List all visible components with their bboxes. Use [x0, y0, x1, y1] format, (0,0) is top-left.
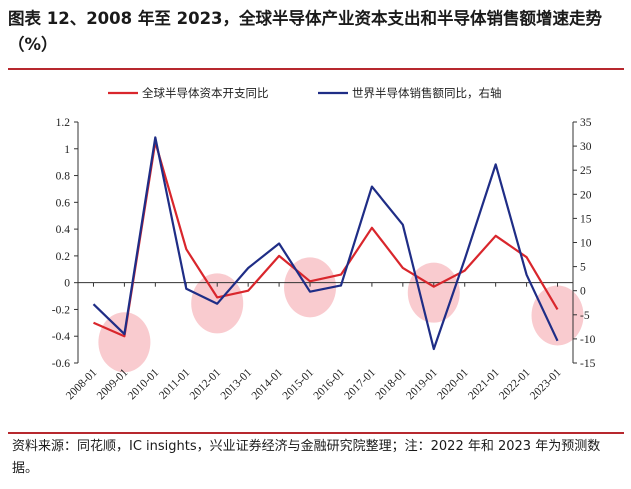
right-tick-label: 25	[580, 165, 592, 177]
x-tick-label: 2011-01	[157, 366, 192, 401]
x-tick-label: 2008-01	[64, 366, 100, 402]
x-tick-label: 2012-01	[188, 366, 224, 402]
source-rule	[8, 432, 624, 434]
left-tick-label: 1.2	[56, 117, 71, 129]
legend-label-sales: 世界半导体销售额同比，右轴	[352, 86, 502, 100]
x-tick-label: 2022-01	[497, 366, 533, 402]
x-tick-label: 2009-01	[95, 366, 131, 402]
left-tick-label: 0	[64, 278, 70, 290]
series-line-capex	[93, 141, 559, 338]
right-tick-label: 30	[580, 141, 592, 153]
left-tick-label: 0.6	[56, 197, 71, 209]
right-tick-label: -5	[580, 310, 590, 322]
left-tick-label: 0.2	[56, 251, 71, 263]
left-tick-label: -0.4	[52, 331, 70, 343]
legend-label-capex: 全球半导体资本开支同比	[142, 86, 269, 100]
x-tick-label: 2020-01	[435, 366, 471, 402]
left-tick-label: 0.8	[56, 171, 71, 183]
series-line-sales	[92, 136, 559, 351]
left-tick-label: -0.2	[52, 304, 70, 316]
x-tick-label: 2017-01	[342, 366, 378, 402]
left-tick-label: 1	[64, 144, 70, 156]
right-tick-label: 35	[580, 117, 592, 129]
right-tick-label: 10	[580, 238, 592, 250]
highlight-circle-2023-01	[531, 285, 584, 346]
right-tick-label: 5	[580, 262, 586, 274]
x-tick-label: 2021-01	[466, 366, 502, 402]
right-tick-label: -15	[580, 358, 596, 370]
x-tick-label: 2016-01	[311, 366, 347, 402]
chart-legend: 全球半导体资本开支同比 世界半导体销售额同比，右轴	[108, 86, 502, 100]
x-tick-label: 2019-01	[404, 366, 440, 402]
right-tick-label: 0	[580, 286, 586, 298]
left-tick-label: 0.4	[56, 224, 71, 236]
right-tick-label: 15	[580, 213, 592, 225]
x-tick-label: 2023-01	[528, 366, 564, 402]
title-rule	[8, 68, 624, 70]
x-tick-label: 2015-01	[281, 366, 317, 402]
x-tick-label: 2013-01	[219, 366, 255, 402]
chart-title: 图表 12、2008 年至 2023，全球半导体产业资本支出和半导体销售额增速走…	[8, 9, 603, 54]
left-tick-label: -0.6	[52, 358, 70, 370]
x-tick-label: 2018-01	[373, 366, 409, 402]
highlight-circle-2009-01	[98, 312, 151, 373]
source-note: 资料来源：同花顺，IC insights，兴业证券经济与金融研究院整理；注：20…	[12, 439, 601, 476]
series-lines	[92, 136, 559, 351]
x-tick-label: 2010-01	[126, 366, 162, 402]
x-tick-label: 2014-01	[250, 366, 286, 402]
right-tick-label: 20	[580, 189, 592, 201]
right-tick-label: -10	[580, 334, 596, 346]
